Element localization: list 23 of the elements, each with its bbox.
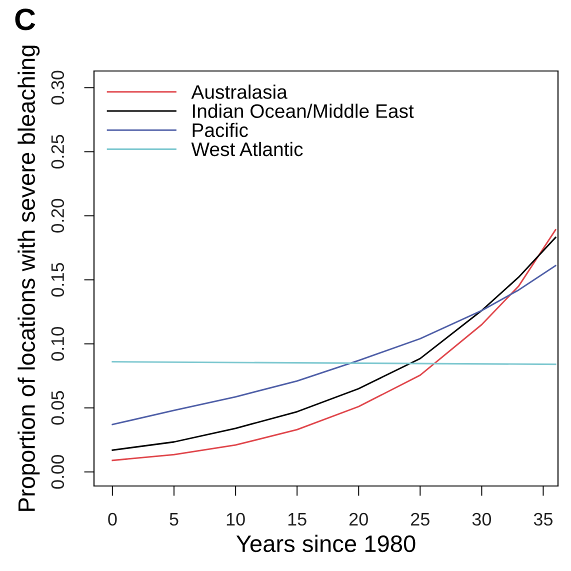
x-tick-label: 10	[226, 512, 245, 526]
legend-label: Pacific	[192, 122, 248, 138]
x-tick-label: 30	[472, 512, 492, 526]
x-tick-label: 0	[108, 512, 117, 526]
y-tick-label: 0.25	[51, 134, 64, 169]
x-tick-label: 35	[534, 512, 553, 526]
y-tick-label: 0.20	[51, 198, 64, 233]
y-tick-label: 0.00	[51, 455, 64, 489]
x-tick-label: 25	[411, 512, 430, 526]
line-series	[112, 264, 556, 426]
x-axis-title: Years since 1980	[236, 534, 416, 552]
legend-label: West Atlantic	[191, 142, 303, 156]
y-tick-label: 0.10	[51, 326, 64, 361]
legend-label: Australasia	[191, 84, 288, 99]
x-tick-label: 15	[288, 513, 306, 526]
x-tick-label: 5	[170, 513, 178, 526]
legend-label: Indian Ocean/Middle East	[193, 104, 414, 118]
x-tick-label: 20	[349, 512, 368, 526]
chart-title: C	[15, 8, 36, 30]
y-axis-title: Proportion of locations with severe bleaching	[18, 46, 40, 511]
y-tick-label: 0.30	[51, 70, 64, 105]
y-tick-label: 0.05	[51, 391, 64, 425]
y-tick-label: 0.15	[51, 262, 64, 297]
